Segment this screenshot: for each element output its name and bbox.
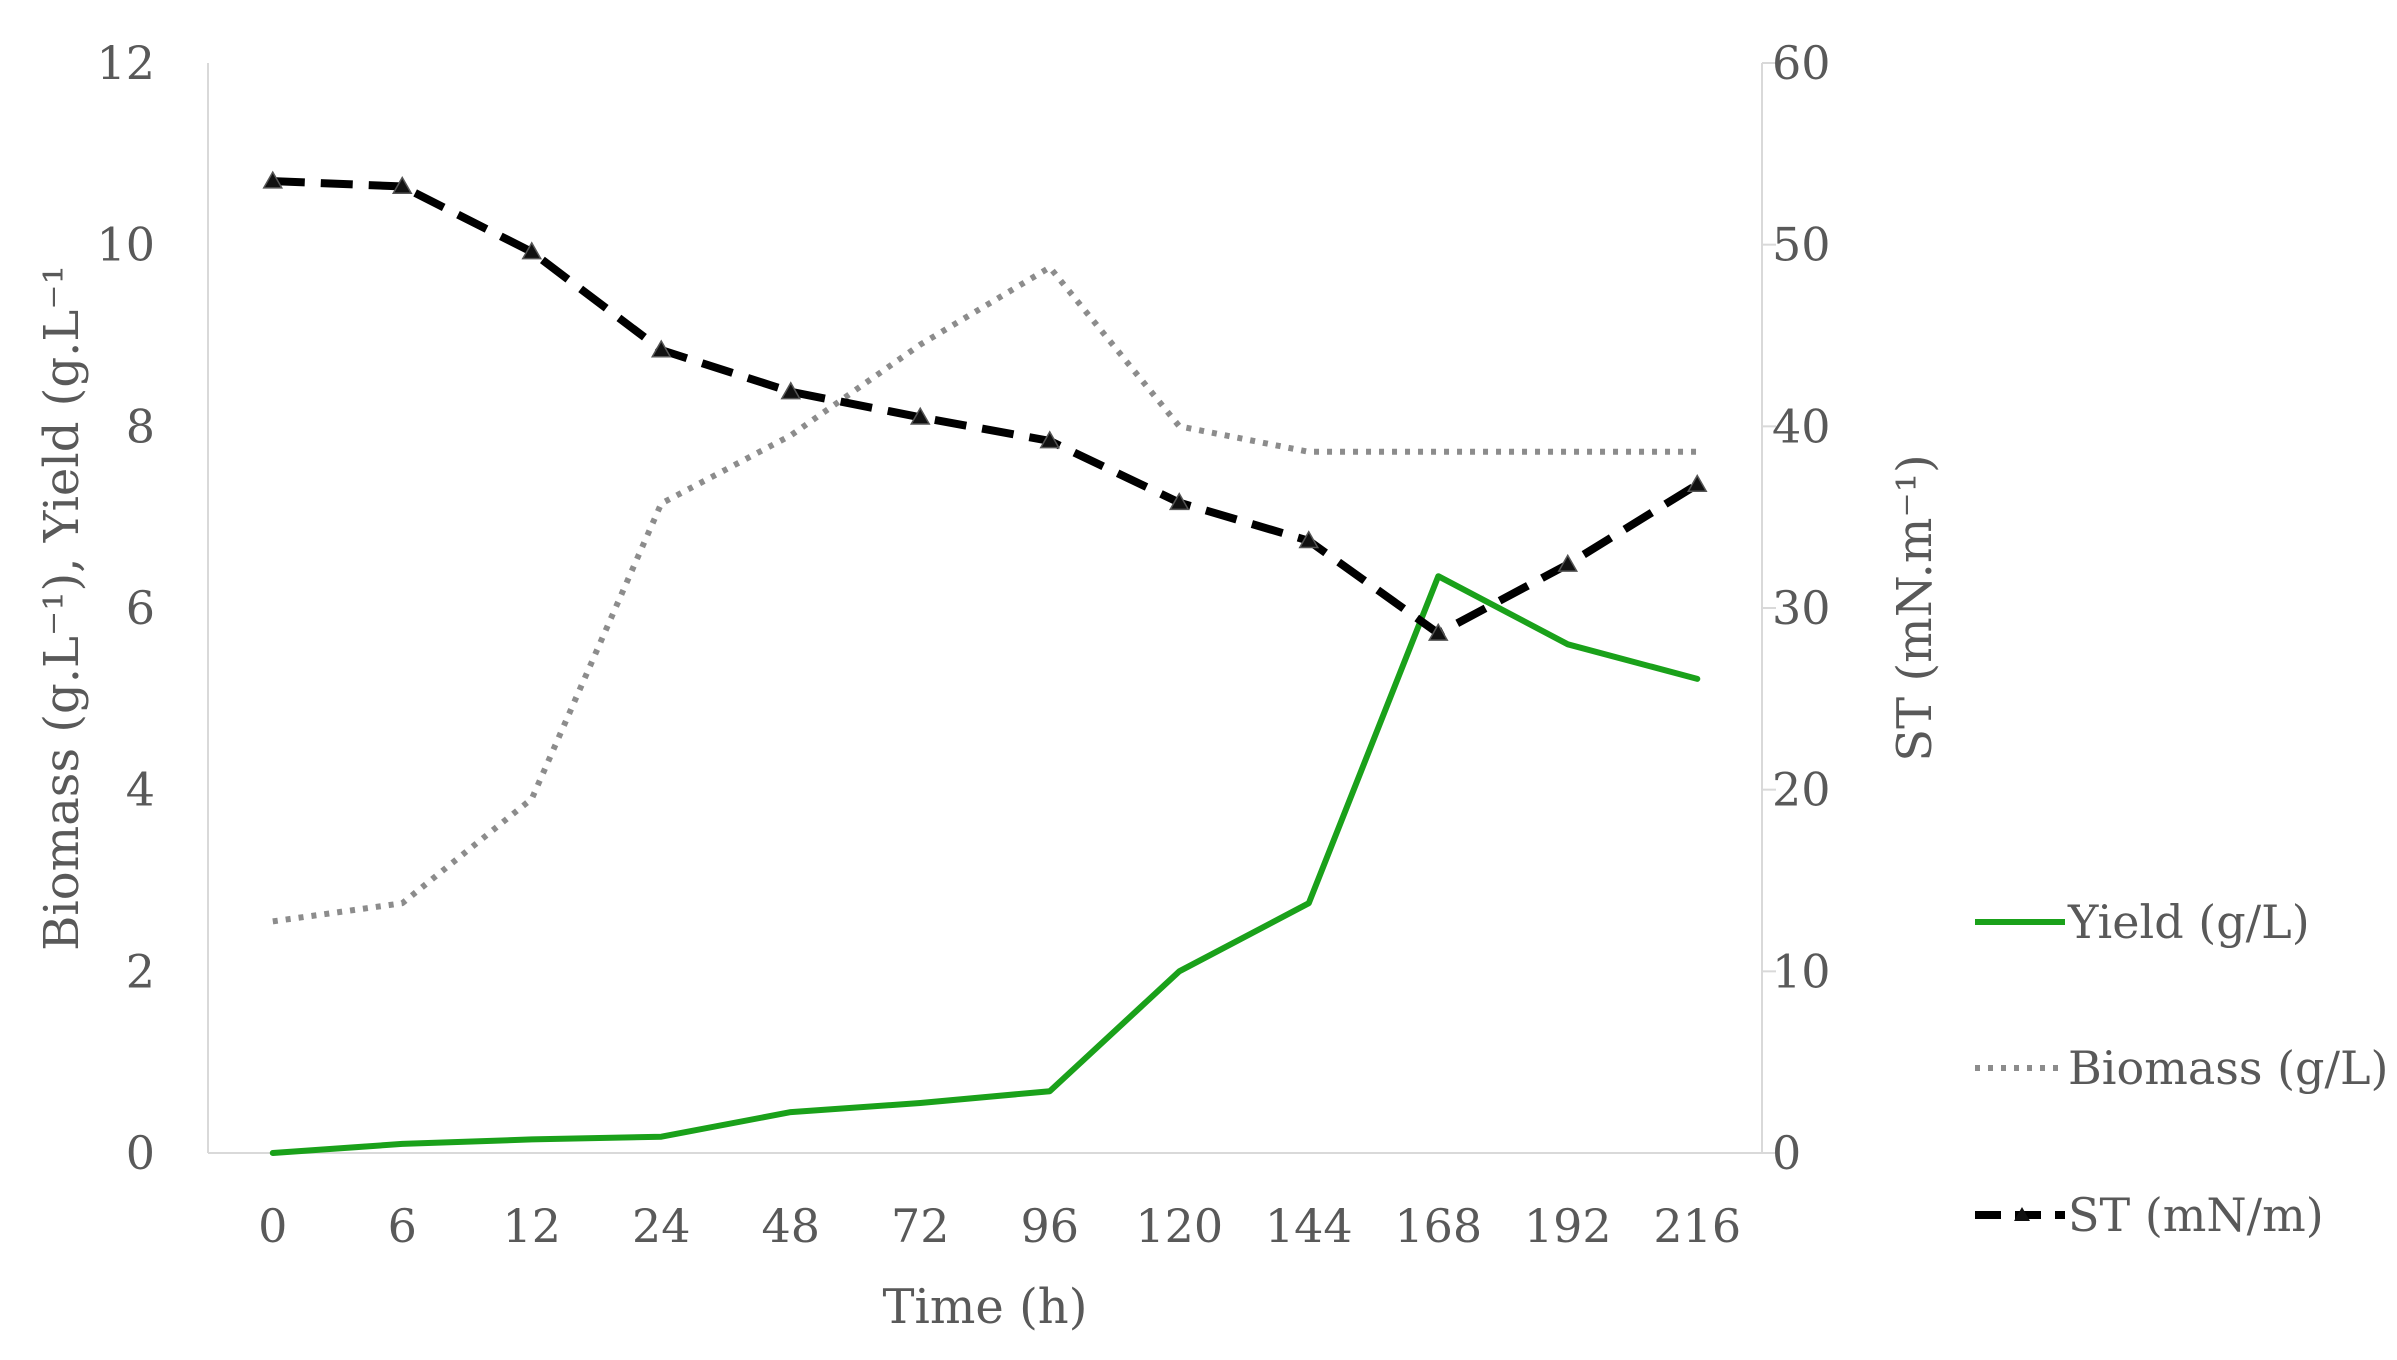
right-tick-label: 60	[1772, 36, 1831, 90]
series-line-1	[272, 264, 1698, 925]
st-marker	[521, 241, 543, 260]
x-tick-label: 168	[1394, 1199, 1482, 1253]
legend-label-2: ST (mN/m)	[2068, 1188, 2324, 1242]
x-tick-label: 120	[1135, 1199, 1223, 1253]
x-tick-label: 0	[258, 1199, 287, 1253]
left-tick-label: 2	[126, 944, 155, 998]
st-marker	[1427, 622, 1449, 641]
st-marker	[391, 176, 413, 195]
left-tick-label: 12	[96, 36, 155, 90]
x-axis-title: Time (h)	[883, 1279, 1088, 1335]
x-tick-label: 48	[761, 1199, 820, 1253]
st-marker	[650, 339, 672, 358]
legend-marker	[2014, 1207, 2030, 1221]
st-markers	[262, 170, 1708, 641]
right-tick-label: 20	[1772, 763, 1831, 817]
right-tick-label: 40	[1772, 399, 1831, 453]
st-marker	[262, 170, 284, 189]
series-line-0	[269, 573, 1701, 1156]
st-marker	[1686, 473, 1708, 492]
x-tick-label: 6	[388, 1199, 417, 1253]
x-tick-label: 216	[1653, 1199, 1741, 1253]
y-axis-right-title: ST (mN.m⁻¹)	[1887, 454, 1943, 761]
series-line-2	[272, 177, 1700, 638]
left-tick-labels: 0 2 4 6 8 10 12	[96, 36, 155, 1180]
x-tick-label: 12	[502, 1199, 561, 1253]
x-tick-label: 144	[1265, 1199, 1353, 1253]
left-tick-label: 4	[126, 763, 155, 817]
legend: Yield (g/L) Biomass (g/L) ST (mN/m)	[1975, 895, 2388, 1242]
right-tick-label: 30	[1772, 581, 1831, 635]
st-marker	[1298, 530, 1320, 549]
x-tick-label: 96	[1020, 1199, 1079, 1253]
right-tick-label: 10	[1772, 944, 1831, 998]
st-marker	[1557, 553, 1579, 572]
series-lines	[269, 177, 1701, 1156]
left-tick-label: 6	[126, 581, 155, 635]
st-marker	[1039, 430, 1061, 449]
x-tick-labels: 0 6 12 24 48 72 96 120 144 168 192 216	[258, 1199, 1741, 1253]
right-tick-label: 50	[1772, 218, 1831, 272]
legend-label-0: Yield (g/L)	[2067, 895, 2310, 949]
st-marker	[780, 381, 802, 400]
x-tick-label: 192	[1524, 1199, 1612, 1253]
axes	[207, 63, 1763, 1154]
y-axis-left-title: Biomass (g.L⁻¹), Yield (g.L⁻¹	[34, 265, 90, 951]
legend-label-1: Biomass (g/L)	[2068, 1041, 2388, 1095]
left-tick-label: 8	[126, 399, 155, 453]
right-tick-labels: 0 10 20 30 40 50 60	[1762, 36, 1831, 1180]
st-marker	[1168, 492, 1190, 511]
x-tick-label: 72	[891, 1199, 950, 1253]
left-tick-label: 0	[126, 1126, 155, 1180]
right-tick-label: 0	[1772, 1126, 1801, 1180]
st-marker	[909, 406, 931, 425]
x-tick-label: 24	[632, 1199, 691, 1253]
left-tick-label: 10	[96, 218, 155, 272]
